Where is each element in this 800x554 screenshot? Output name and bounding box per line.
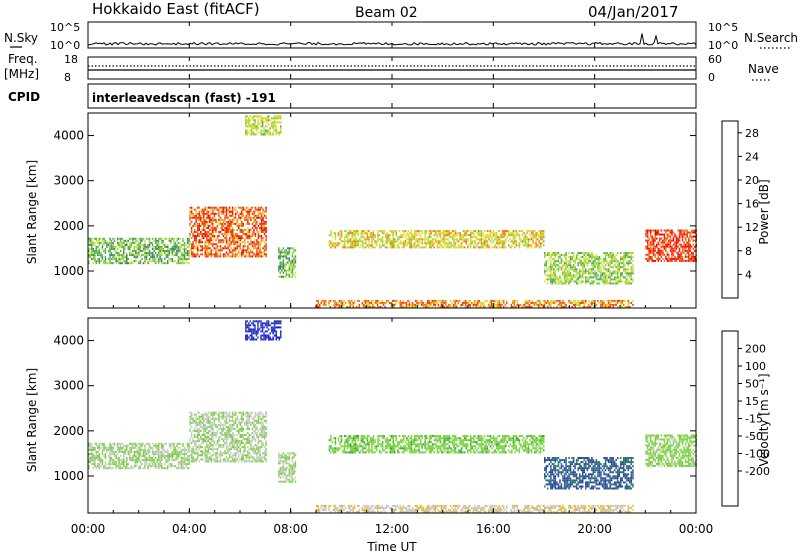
x-tick-label: 08:00 [273, 522, 308, 536]
date-label: 04/Jan/2017 [588, 3, 679, 21]
echo-region-1-velocity [189, 411, 267, 463]
velocity-colorbar-tick: -15 [745, 413, 763, 426]
freq-label: Freq. [8, 52, 38, 66]
velocity-colorbar-tick: -200 [745, 465, 770, 478]
nsearch-tick-top: 10^5 [708, 21, 738, 34]
power-colorbar-tick: 28 [745, 127, 759, 140]
velocity-colorbar-tick: -100 [745, 448, 770, 461]
freq-tick-bottom: 8 [64, 71, 71, 84]
echo-region-0-velocity [88, 442, 190, 470]
echo-region-2-velocity [245, 320, 282, 341]
echo-region-4-power [328, 230, 545, 249]
power-colorbar-tick: 20 [745, 174, 759, 187]
echo-region-2-power [245, 115, 282, 136]
power-colorbar-tick: 8 [745, 245, 752, 258]
y-tick-label: 4000 [53, 334, 84, 348]
echo-region-7-velocity [316, 504, 634, 513]
echo-region-3-velocity [278, 452, 297, 483]
velocity-colorbar: 200 100 50 15 -15 -50 -100 -200 [721, 330, 770, 507]
velocity-data [88, 320, 697, 513]
velocity-colorbar-tick: -50 [745, 430, 763, 443]
power-colorbar: 28 24 20 16 12 8 4 [721, 120, 759, 299]
station-title: Hokkaido East (fitACF) [92, 0, 260, 18]
x-axis: 00:00 04:00 08:00 12:00 16:00 20:00 00:00 [71, 22, 714, 536]
echo-region-7-power [316, 299, 634, 308]
power-colorbar-tick: 12 [745, 221, 759, 234]
power-colorbar-tick: 24 [745, 150, 759, 163]
velocity-colorbar-tick: 50 [745, 378, 759, 391]
echo-region-5-power [544, 252, 634, 285]
y-tick-label: 3000 [53, 174, 84, 188]
freq-tick-top: 18 [64, 53, 78, 66]
echo-region-5-velocity [544, 457, 634, 490]
power-data [88, 115, 697, 308]
x-tick-label: 00:00 [71, 522, 106, 536]
echo-region-6-power [645, 229, 697, 262]
cpid-value: interleavedscan (fast) -191 [92, 91, 276, 105]
power-colorbar-label: Power [dB] [757, 179, 771, 244]
nsky-tick-bottom: 10^0 [50, 39, 80, 52]
x-tick-label: 00:00 [679, 522, 714, 536]
velocity-colorbar-tick: 100 [745, 360, 766, 373]
freq-panel: Freq. [MHz] 18 8 60 0 Nave [4, 52, 779, 84]
power-colorbar-tick: 4 [745, 268, 752, 281]
x-tick-label: 20:00 [577, 522, 612, 536]
nsky-tick-top: 10^5 [50, 21, 80, 34]
velocity-colorbar-tick: 200 [745, 343, 766, 356]
nsky-label: N.Sky [4, 31, 38, 45]
y-tick-label: 2000 [53, 424, 84, 438]
velocity-colorbar-tick: 15 [745, 395, 759, 408]
beam-label: Beam 02 [355, 5, 418, 21]
velocity-ylabel: Slant Range [km] [25, 368, 39, 472]
cpid-panel: CPID interleavedscan (fast) -191 [8, 83, 697, 109]
echo-region-6-velocity [645, 434, 697, 467]
x-tick-label: 12:00 [375, 522, 410, 536]
nsky-panel: N.Sky 10^5 10^0 10^5 10^0 N.Search [4, 21, 798, 52]
nsearch-tick-bottom: 10^0 [708, 39, 738, 52]
nave-tick-top: 60 [708, 53, 722, 66]
nsearch-label: N.Search [744, 31, 798, 45]
cpid-label: CPID [8, 90, 40, 104]
echo-region-3-power [278, 247, 297, 278]
y-tick-label: 3000 [53, 379, 84, 393]
freq-unit: [MHz] [4, 67, 39, 81]
power-panel: 4000 3000 2000 1000 Slant Range [km] 28 24 20… [25, 112, 771, 309]
power-colorbar-tick: 16 [745, 198, 759, 211]
velocity-colorbar-label: Velocity [m s⁻¹] [757, 373, 771, 466]
nave-tick-bottom: 0 [708, 71, 715, 84]
x-axis-label: Time UT [366, 540, 417, 554]
echo-region-4-velocity [328, 435, 545, 454]
y-tick-label: 1000 [53, 469, 84, 483]
echo-region-1-power [189, 206, 267, 258]
x-tick-label: 04:00 [172, 522, 207, 536]
velocity-panel: 4000 3000 2000 1000 Slant Range [km] 200 100… [25, 317, 771, 514]
y-tick-label: 4000 [53, 129, 84, 143]
y-tick-label: 2000 [53, 219, 84, 233]
power-ylabel: Slant Range [km] [25, 160, 39, 264]
echo-region-0-power [88, 237, 190, 265]
nave-label: Nave [748, 62, 779, 76]
x-tick-label: 16:00 [476, 522, 511, 536]
y-tick-label: 1000 [53, 264, 84, 278]
